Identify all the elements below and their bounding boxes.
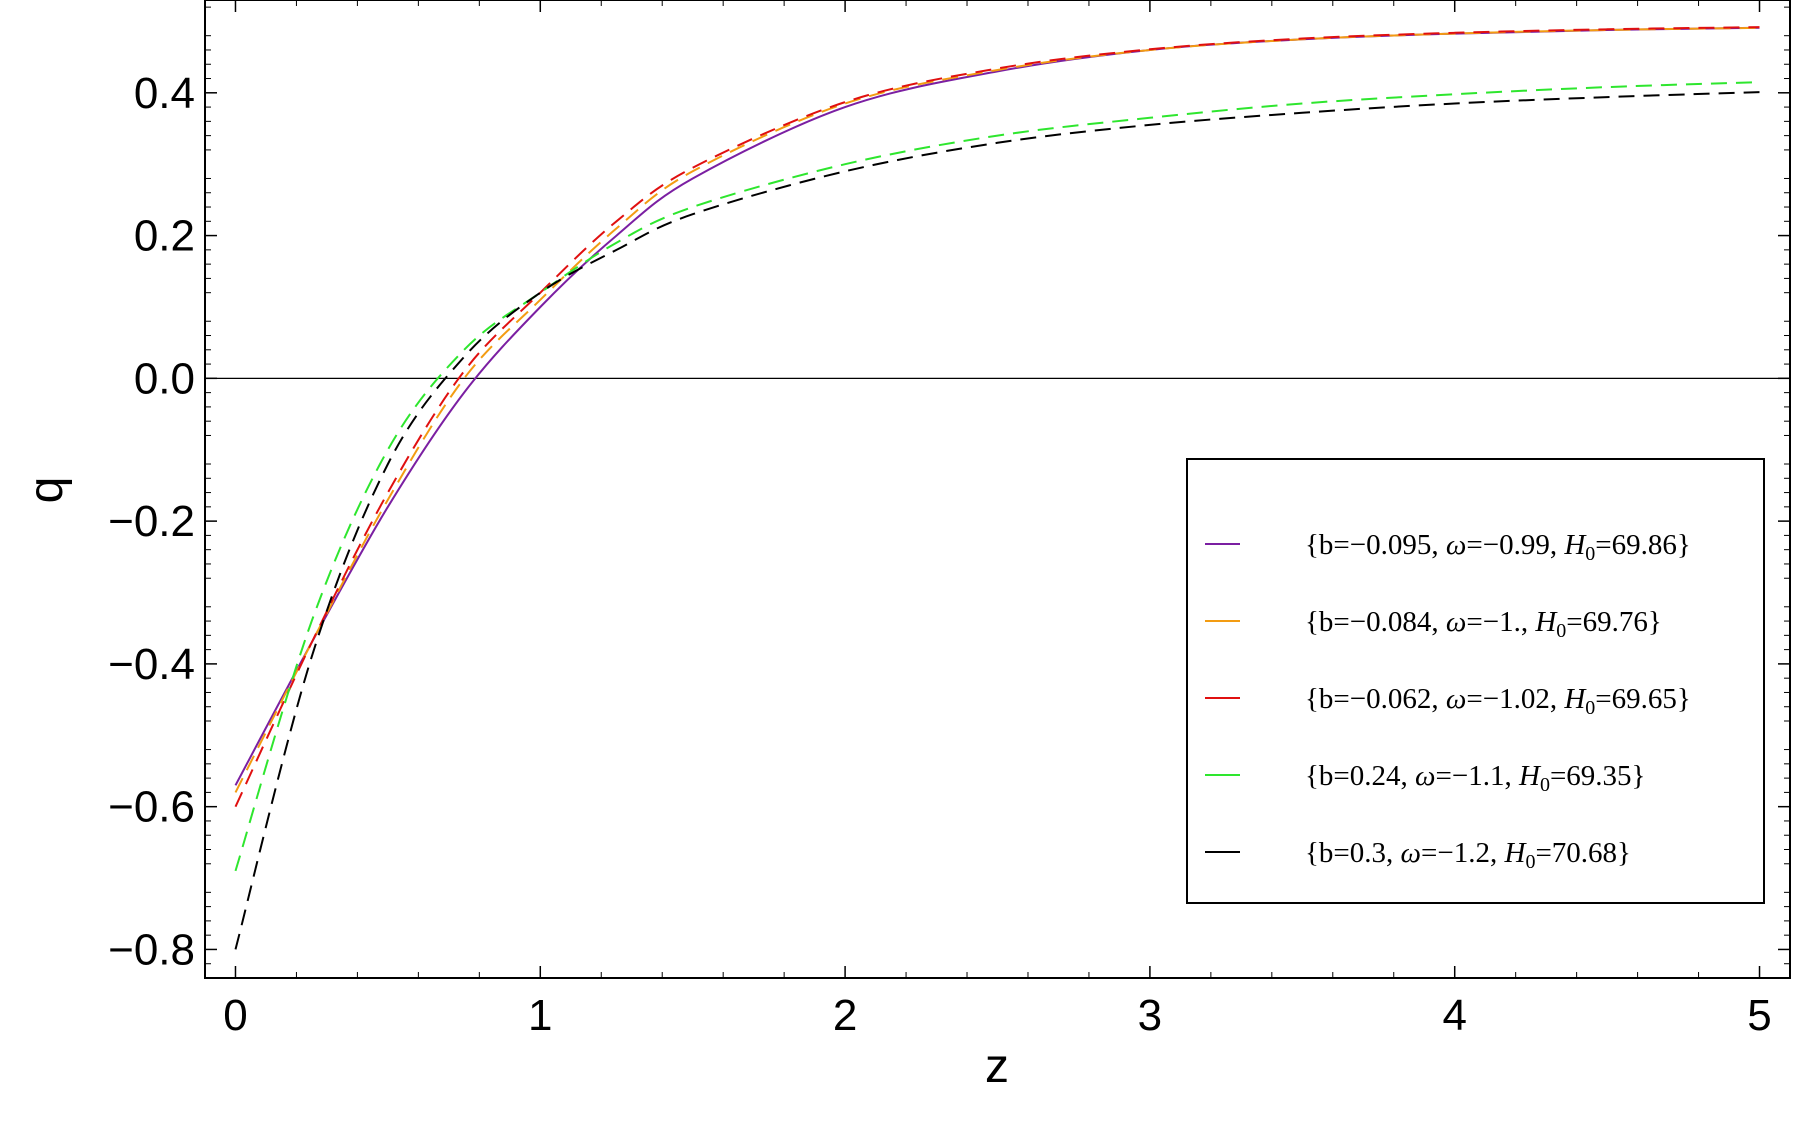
series-line-5: [234, 91, 1760, 950]
y-tick-label: −0.4: [108, 640, 195, 689]
y-tick-label: 0.4: [134, 69, 195, 118]
legend: {b=−0.095, ω=−0.99, H0=69.86} {b=−0.084, …: [1186, 458, 1765, 904]
series-line-3: [234, 26, 1760, 808]
y-axis-title: q: [20, 477, 73, 504]
legend-label: {b=−0.095, ω=−0.99, H0=69.86}: [1305, 529, 1691, 565]
y-tick-label: −0.2: [108, 497, 195, 546]
legend-label: {b=0.24, ω=−1.1, H0=69.35}: [1305, 760, 1645, 796]
x-tick-label: 4: [1442, 991, 1466, 1040]
legend-label: {b=−0.084, ω=−1., H0=69.76}: [1305, 606, 1662, 642]
legend-label: {b=0.3, ω=−1.2, H0=70.68}: [1305, 837, 1631, 873]
plot-frame: [204, 0, 1791, 979]
y-tick-label: 0.2: [134, 212, 195, 261]
legend-label: {b=−0.062, ω=−1.02, H0=69.65}: [1305, 683, 1691, 719]
x-tick-label: 1: [528, 991, 552, 1040]
x-tick-label: 2: [833, 991, 857, 1040]
y-tick-label: −0.6: [108, 783, 195, 832]
x-tick-label: 3: [1138, 991, 1162, 1040]
x-tick-label: 5: [1747, 991, 1771, 1040]
series-line-4: [234, 81, 1760, 872]
legend-box: [1186, 458, 1765, 904]
x-axis-title: z: [985, 1040, 1009, 1093]
y-tick-label: 0.0: [134, 354, 195, 403]
y-tick-label: −0.8: [108, 925, 195, 974]
x-tick-label: 0: [223, 991, 247, 1040]
